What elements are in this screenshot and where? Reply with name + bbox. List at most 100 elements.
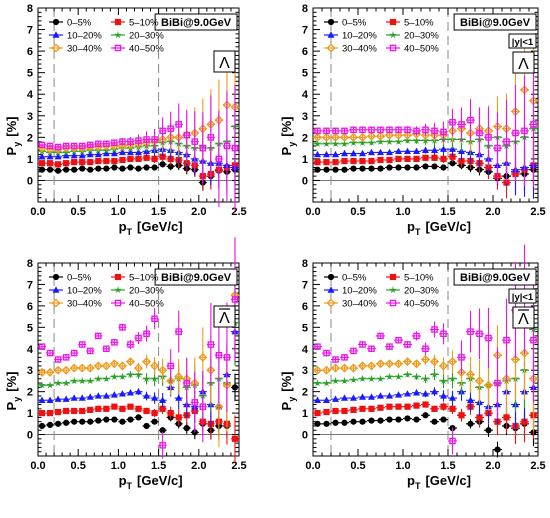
data-point (494, 446, 501, 453)
data-point (348, 363, 359, 373)
data-point (46, 410, 54, 417)
data-point (323, 150, 330, 158)
data-point (142, 374, 151, 383)
legend-marker (114, 30, 122, 39)
data-point (330, 132, 341, 142)
data-point (422, 146, 429, 153)
data-point (207, 134, 215, 141)
y-axis-label: Py[%] (279, 117, 297, 156)
data-point (395, 416, 402, 423)
data-point (85, 363, 95, 373)
data-point (377, 165, 384, 172)
data-point (350, 126, 357, 134)
data-point (431, 146, 438, 153)
data-point (62, 395, 70, 402)
y-tick-label: 4 (27, 89, 34, 101)
data-point (440, 416, 447, 423)
data-point (119, 156, 126, 164)
data-point (77, 363, 87, 373)
data-point (485, 134, 492, 141)
data-point (323, 396, 330, 403)
data-point (323, 408, 330, 416)
data-point (70, 376, 79, 385)
legend-label: 20–30% (404, 31, 439, 42)
legend-label: 0–5% (67, 18, 92, 29)
legend-label: 0–5% (342, 273, 367, 284)
data-point (119, 138, 126, 145)
data-point (367, 374, 376, 383)
data-point (135, 414, 142, 421)
data-point (87, 141, 94, 149)
legend-marker (114, 285, 122, 294)
particle-label: Λ (518, 311, 529, 328)
data-point (38, 422, 46, 430)
data-point (127, 416, 134, 423)
particle-label: Λ (219, 55, 230, 72)
data-point (465, 369, 476, 380)
data-point (86, 376, 95, 385)
data-point (95, 165, 102, 172)
rapidity-tag: |y|<1 (512, 37, 534, 48)
data-point (110, 372, 119, 380)
legend-label: 0–5% (67, 273, 92, 284)
data-point (322, 139, 331, 148)
data-point (348, 132, 359, 142)
data-point (71, 407, 78, 415)
data-point (431, 154, 438, 161)
data-point (413, 147, 420, 155)
y-axis-label: Py[%] (279, 372, 297, 411)
legend-marker (52, 286, 60, 293)
legend-label: 20–30% (129, 286, 164, 297)
legend-label: 10–20% (342, 31, 377, 42)
data-point (350, 149, 357, 157)
chart-panel-2: 0.0 0.5 1.0 1.5 2.0 2.5 0 1 2 3 4 5 6 7 8 pT [GeV/c] Py[%… (279, 3, 546, 237)
data-point (86, 393, 94, 400)
system-tag-box (154, 13, 238, 31)
data-point (62, 142, 70, 150)
data-point (214, 402, 224, 412)
data-point (321, 365, 332, 375)
data-point (199, 403, 207, 410)
data-point (440, 330, 447, 338)
data-point (38, 343, 46, 350)
data-point (385, 137, 394, 145)
data-point (45, 367, 55, 377)
data-point (358, 138, 367, 147)
legend-label: 10–20% (67, 31, 102, 42)
data-point (350, 394, 357, 401)
plot-frame (312, 7, 539, 203)
data-point (440, 128, 447, 136)
data-point (175, 328, 182, 335)
data-point (312, 365, 323, 375)
data-point (359, 126, 366, 134)
legend-marker (51, 298, 61, 308)
data-point (143, 422, 150, 430)
data-point (395, 391, 402, 398)
system-tag-box (453, 13, 537, 31)
data-point (395, 164, 402, 171)
data-point (404, 390, 411, 397)
data-point (341, 166, 348, 173)
data-point (332, 419, 339, 426)
data-point (359, 341, 366, 348)
data-point (467, 116, 474, 124)
data-point (458, 121, 465, 128)
data-point (332, 356, 339, 363)
legend-marker (326, 43, 336, 53)
data-point (53, 365, 63, 375)
data-point (458, 354, 465, 361)
data-point (70, 349, 78, 357)
data-point (175, 121, 182, 128)
data-point (314, 150, 321, 158)
data-point (151, 164, 158, 171)
data-point (143, 392, 151, 399)
data-point (38, 410, 46, 417)
data-point (79, 418, 86, 425)
data-point (103, 416, 110, 423)
x-tick-label: 1.5 (151, 206, 166, 218)
legend: 0–5% 5–10% 10–20% 20–30% 30–40% 40–50% (49, 18, 164, 55)
data-point (368, 148, 375, 156)
data-point (87, 166, 94, 173)
data-point (429, 357, 440, 367)
data-point (494, 379, 501, 387)
